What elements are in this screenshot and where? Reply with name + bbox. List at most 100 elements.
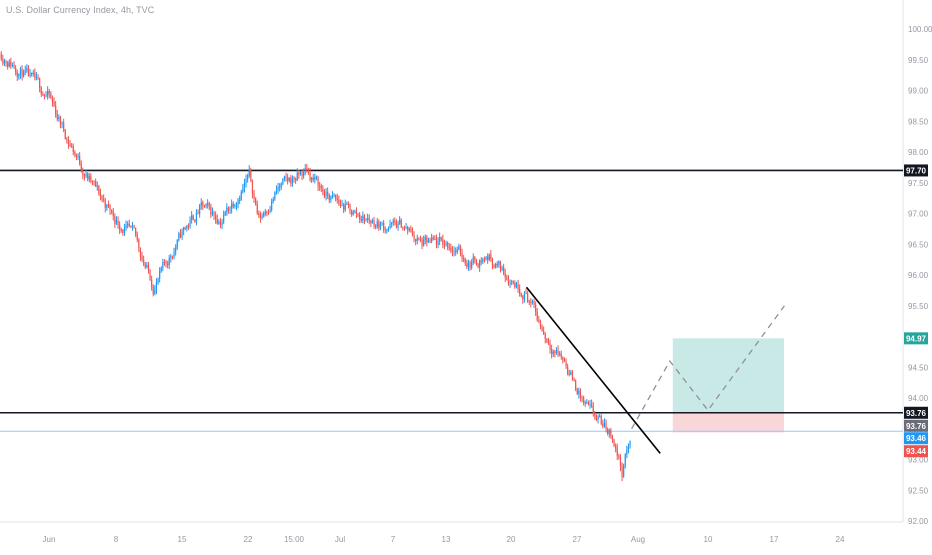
candle — [112, 207, 114, 221]
candle — [379, 221, 382, 231]
candle — [365, 218, 367, 222]
candle — [627, 443, 630, 454]
candle — [31, 72, 33, 77]
candle — [247, 173, 249, 183]
candle-body — [295, 179, 297, 181]
candle-body — [600, 416, 602, 424]
candle-body — [147, 265, 150, 271]
candle-body — [163, 261, 166, 263]
candle — [491, 257, 494, 270]
candle-body — [231, 203, 233, 209]
candle-body — [333, 195, 335, 197]
candle — [349, 203, 351, 215]
candle-body — [187, 225, 190, 227]
candle — [610, 427, 612, 439]
candle — [87, 172, 89, 182]
candle — [619, 454, 622, 472]
candle — [367, 213, 369, 224]
candle-body — [471, 262, 473, 268]
candle-body — [365, 219, 367, 221]
candle — [162, 258, 164, 272]
candle — [141, 251, 143, 263]
candle-body — [31, 73, 33, 75]
candle — [79, 152, 81, 166]
candle — [440, 236, 442, 242]
price-badges: 97.70 94.97 93.76 93.76 93.46 93.44 — [904, 164, 928, 458]
candle-body — [43, 95, 46, 97]
candle-body — [539, 321, 542, 327]
candle-body — [267, 211, 270, 213]
candle — [623, 463, 625, 478]
candle — [584, 400, 586, 407]
candle-body — [299, 172, 302, 175]
candle — [517, 279, 519, 293]
candle — [227, 206, 230, 214]
candle — [301, 170, 303, 181]
candle — [85, 169, 87, 179]
candle — [461, 248, 463, 262]
candle — [27, 64, 30, 77]
candle-body — [584, 402, 586, 404]
candle-body — [224, 212, 226, 216]
candle — [239, 195, 241, 204]
candle-body — [26, 68, 28, 71]
candle-body — [298, 172, 300, 175]
candle — [104, 197, 106, 213]
candle-body — [162, 261, 164, 269]
candle — [170, 253, 172, 263]
candle — [51, 95, 54, 107]
candle — [117, 216, 119, 229]
candle-body — [24, 70, 26, 72]
candle-body — [11, 65, 14, 67]
candle-body — [554, 351, 556, 354]
candle — [413, 231, 415, 243]
candle — [290, 174, 292, 187]
candle-body — [592, 406, 594, 414]
candle-body — [275, 190, 278, 193]
candle-body — [325, 191, 327, 197]
candle — [159, 267, 161, 283]
candle — [581, 395, 583, 403]
x-tick-label: 15:00 — [284, 535, 305, 544]
candle — [293, 176, 295, 183]
candle — [544, 332, 546, 344]
candle-body — [531, 301, 534, 303]
candle — [520, 292, 522, 298]
candle-body — [427, 240, 430, 243]
candle — [387, 226, 390, 232]
candle-body — [394, 220, 396, 222]
candle-body — [495, 263, 497, 268]
candle-body — [304, 168, 306, 171]
candle — [285, 172, 287, 182]
candle — [187, 223, 190, 230]
candle — [533, 298, 535, 309]
candle — [551, 344, 553, 359]
candle-body — [255, 198, 257, 205]
candle — [291, 175, 294, 187]
candle — [138, 238, 140, 253]
candle — [259, 211, 262, 223]
candle-body — [261, 215, 263, 219]
candle-body — [287, 177, 289, 181]
candle — [253, 189, 255, 203]
y-tick-label: 98.00 — [908, 148, 929, 157]
resistance-price-badge: 97.70 — [904, 164, 928, 177]
candle — [467, 259, 470, 271]
candle — [415, 238, 417, 246]
candle — [615, 443, 617, 453]
candle — [319, 181, 321, 191]
candle — [455, 247, 457, 256]
candle-body — [280, 183, 282, 187]
y-tick-label: 98.50 — [908, 117, 929, 126]
stop-price-badge-text: 93.44 — [906, 447, 927, 456]
candle — [67, 136, 70, 149]
candle-body — [335, 195, 337, 199]
candle-body — [218, 221, 220, 224]
candle — [131, 221, 134, 231]
candle-body — [413, 234, 415, 240]
candle — [431, 233, 433, 244]
candle-body — [248, 169, 250, 176]
candle — [218, 219, 220, 225]
